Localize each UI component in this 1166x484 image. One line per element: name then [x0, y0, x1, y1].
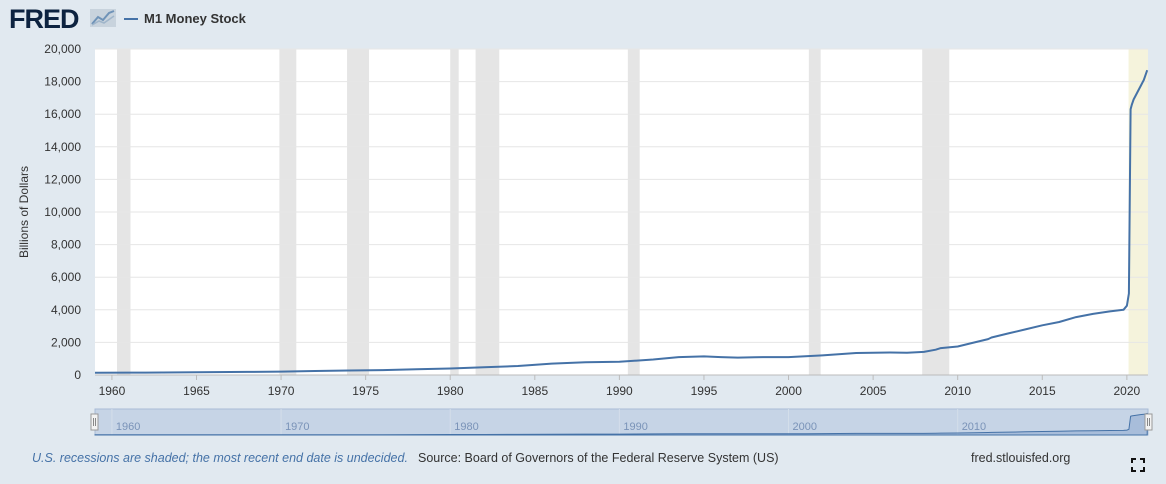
legend-label: M1 Money Stock	[144, 11, 246, 26]
x-tick-label: 1975	[352, 384, 379, 398]
fullscreen-icon[interactable]	[1131, 458, 1145, 472]
y-tick-label: 16,000	[44, 107, 81, 121]
x-tick-label: 1970	[268, 384, 295, 398]
x-tick-label: 1995	[691, 384, 718, 398]
y-tick-label: 6,000	[51, 270, 81, 284]
navigator-left-handle[interactable]	[90, 413, 99, 431]
x-tick-label: 1980	[437, 384, 464, 398]
series-line-0	[94, 69, 1149, 374]
x-tick-label: 2000	[775, 384, 802, 398]
x-tick-label: 1960	[99, 384, 126, 398]
y-tick-label: 20,000	[44, 42, 81, 56]
navigator-right-handle[interactable]	[1144, 413, 1153, 431]
y-tick-label: 0	[74, 368, 81, 382]
navigator-tick-label: 1960	[116, 421, 140, 433]
navigator-series-line	[94, 412, 1148, 436]
x-tick-labels: 1960 1965 1970 1975 1980 1985 1990 1995 2000 2005…	[99, 375, 1141, 398]
navigator-tick-label: 2000	[793, 421, 817, 433]
navigator-tick-label: 1990	[623, 421, 647, 433]
y-tick-label: 14,000	[44, 140, 81, 154]
source-text: Source: Board of Governors of the Federa…	[418, 451, 779, 465]
navigator-selected-range[interactable]	[94, 408, 1149, 436]
x-tick-label: 2005	[860, 384, 887, 398]
y-tick-label: 4,000	[51, 303, 81, 317]
y-tick-label: 10,000	[44, 205, 81, 219]
y-tick-label: 8,000	[51, 238, 81, 252]
navigator-tick-label: 2010	[962, 421, 986, 433]
y-tick-label: 18,000	[44, 75, 81, 89]
x-tick-label: 2010	[944, 384, 971, 398]
chart-legend[interactable]: M1 Money Stock	[124, 11, 246, 26]
grid-lines	[95, 48, 1148, 343]
series-layer	[94, 69, 1149, 374]
fred-logo[interactable]: FRED	[9, 4, 79, 34]
fred-graph-icon	[90, 9, 116, 27]
y-tick-label: 12,000	[44, 172, 81, 186]
y-tick-label: 2,000	[51, 335, 81, 349]
x-tick-label: 2015	[1029, 384, 1056, 398]
x-tick-label: 1990	[606, 384, 633, 398]
m1-money-stock-chart: 0 2,000 4,000 6,000 8,000 10,000 12,000 14,000 1…	[44, 42, 1153, 436]
x-tick-label: 2020	[1114, 384, 1141, 398]
navigator-tick-label: 1980	[454, 421, 478, 433]
navigator[interactable]: 1960 1970 1980 1990 2000 2010	[90, 408, 1153, 436]
navigator-tick-label: 1970	[285, 421, 309, 433]
y-tick-labels: 0 2,000 4,000 6,000 8,000 10,000 12,000 14,000 1…	[44, 42, 81, 382]
recession-note: U.S. recessions are shaded; the most rec…	[32, 451, 408, 465]
legend-swatch	[124, 17, 138, 20]
x-tick-label: 1965	[183, 384, 210, 398]
source-url[interactable]: fred.stlouisfed.org	[971, 451, 1071, 465]
navigator-ticks: 1960 1970 1980 1990 2000 2010	[111, 409, 986, 435]
x-tick-label: 1985	[521, 384, 548, 398]
chart-header: FRED M1 Money Stock	[0, 0, 1166, 40]
